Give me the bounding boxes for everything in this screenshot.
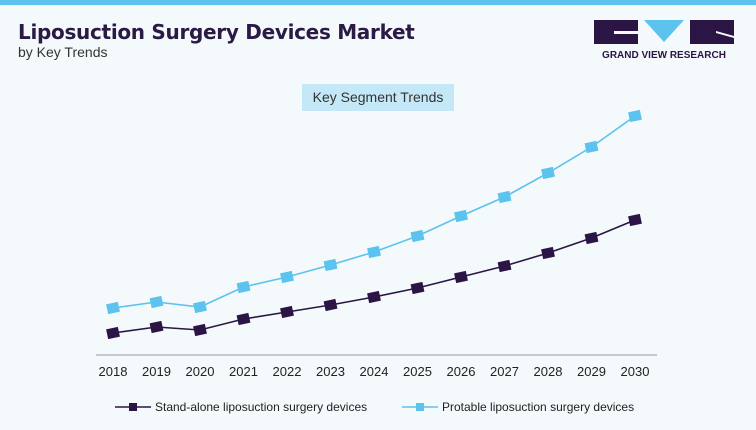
x-tick-label: 2030 bbox=[621, 364, 650, 379]
grand-view-research-logo: GRAND VIEW RESEARCH bbox=[594, 20, 734, 61]
data-point bbox=[193, 323, 207, 337]
x-tick-label: 2029 bbox=[577, 364, 606, 379]
legend-label: Protable liposuction surgery devices bbox=[442, 400, 635, 414]
data-point bbox=[149, 295, 164, 309]
svg-text:GRAND VIEW RESEARCH: GRAND VIEW RESEARCH bbox=[602, 50, 726, 61]
legend-item-stand-alone: Stand-alone liposuction surgery devices bbox=[115, 400, 367, 414]
series-line-1 bbox=[112, 115, 636, 309]
x-tick-label: 2018 bbox=[99, 364, 128, 379]
data-point bbox=[410, 281, 425, 295]
x-tick-label: 2019 bbox=[142, 364, 171, 379]
x-tick-label: 2028 bbox=[534, 364, 563, 379]
data-point bbox=[584, 140, 599, 154]
data-point bbox=[280, 270, 294, 284]
page-subtitle: by Key Trends bbox=[18, 44, 108, 60]
data-point bbox=[367, 290, 381, 304]
legend-marker-dark-icon bbox=[115, 403, 151, 411]
data-point bbox=[323, 258, 338, 272]
data-point bbox=[584, 231, 599, 245]
x-tick-label: 2020 bbox=[186, 364, 215, 379]
data-point bbox=[541, 166, 555, 180]
data-point bbox=[541, 246, 555, 260]
legend-item-protable: Protable liposuction surgery devices bbox=[402, 400, 634, 414]
x-tick-label: 2023 bbox=[316, 364, 345, 379]
data-point bbox=[454, 270, 468, 284]
x-tick-label: 2025 bbox=[403, 364, 432, 379]
data-point bbox=[497, 259, 512, 273]
data-point bbox=[106, 326, 120, 340]
data-point bbox=[497, 190, 512, 204]
data-point bbox=[410, 229, 425, 243]
data-point bbox=[236, 312, 251, 326]
x-tick-label: 2021 bbox=[229, 364, 258, 379]
data-point bbox=[280, 305, 294, 319]
x-tick-label: 2027 bbox=[490, 364, 519, 379]
data-point bbox=[149, 320, 164, 334]
legend-marker-light-icon bbox=[402, 403, 438, 411]
x-tick-label: 2022 bbox=[273, 364, 302, 379]
chart-title-badge: Key Segment Trends bbox=[302, 84, 454, 111]
data-point bbox=[323, 298, 338, 312]
data-point bbox=[106, 301, 120, 315]
data-point bbox=[454, 209, 468, 223]
top-accent-bar bbox=[0, 0, 756, 5]
x-tick-label: 2024 bbox=[360, 364, 389, 379]
data-point bbox=[367, 245, 381, 259]
legend-label: Stand-alone liposuction surgery devices bbox=[155, 400, 368, 414]
series-line-0 bbox=[112, 219, 636, 334]
data-point bbox=[628, 109, 642, 123]
data-point bbox=[236, 280, 251, 294]
x-tick-label: 2026 bbox=[447, 364, 476, 379]
page-title: Liposuction Surgery Devices Market bbox=[18, 20, 415, 44]
data-point bbox=[628, 213, 642, 227]
data-point bbox=[193, 300, 207, 314]
